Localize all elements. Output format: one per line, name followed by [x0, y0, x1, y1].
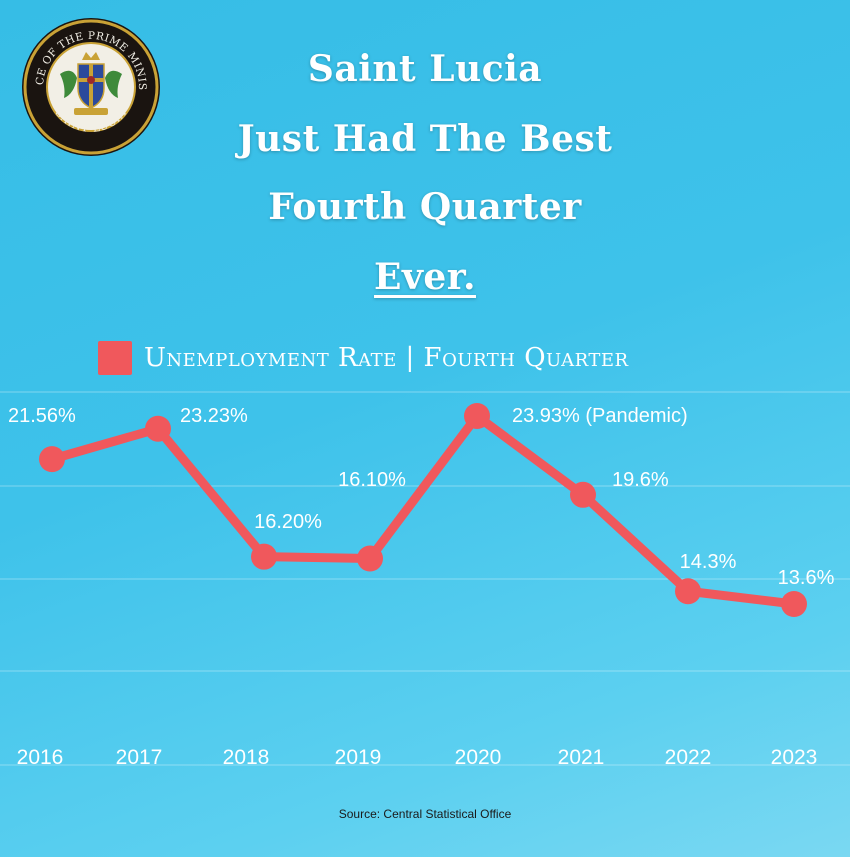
legend-label: Unemployment Rate | Fourth Quarter — [144, 343, 629, 373]
x-tick-label-2020: 2020 — [455, 746, 502, 769]
data-label-2022: 14.3% — [680, 551, 737, 573]
headline-line-4: Ever. — [374, 256, 476, 298]
data-point-2021 — [570, 481, 596, 508]
source-note: Source: Central Statistical Office — [338, 807, 512, 821]
x-tick-label-2023: 2023 — [771, 746, 818, 769]
data-label-2023: 13.6% — [778, 567, 835, 589]
data-point-2022 — [675, 578, 701, 605]
headline-line-3: Fourth Quarter — [268, 186, 582, 228]
headline-line-1: Saint Lucia — [307, 48, 543, 90]
unemployment-line-chart: 21.56% 23.23% 16.20% 16.10% 23.93% (Pandemic… — [0, 391, 850, 769]
x-tick-label-2021: 2021 — [558, 746, 605, 769]
data-point-2017 — [145, 415, 171, 442]
x-tick-label-2016: 2016 — [17, 746, 64, 769]
headline-line-2: Just Had The Best — [237, 118, 613, 160]
data-label-2020: 23.93% (Pandemic) — [512, 405, 688, 427]
data-point-2019 — [357, 545, 383, 572]
series-line — [47, 411, 799, 609]
chart-legend: Unemployment Rate | Fourth Quarter — [98, 340, 629, 376]
office-seal-logo: OFFICE OF THE PRIME MINISTER SAINT LUCIA — [15, 7, 162, 158]
x-tick-label-2018: 2018 — [223, 746, 270, 769]
x-tick-label-2019: 2019 — [335, 746, 382, 769]
chart-gridlines — [0, 391, 850, 766]
x-tick-label-2017: 2017 — [116, 746, 163, 769]
data-label-2019: 16.10% — [338, 469, 406, 491]
legend-swatch — [98, 341, 132, 375]
data-label-2018: 16.20% — [254, 511, 322, 533]
data-label-2021: 19.6% — [612, 469, 669, 491]
data-point-2016 — [39, 446, 65, 473]
data-label-2017: 23.23% — [180, 405, 248, 427]
data-point-2023 — [781, 591, 807, 617]
data-label-2016: 21.56% — [8, 405, 76, 427]
data-point-2018 — [251, 543, 277, 570]
x-tick-label-2022: 2022 — [665, 746, 712, 769]
data-point-2020 — [464, 403, 490, 429]
